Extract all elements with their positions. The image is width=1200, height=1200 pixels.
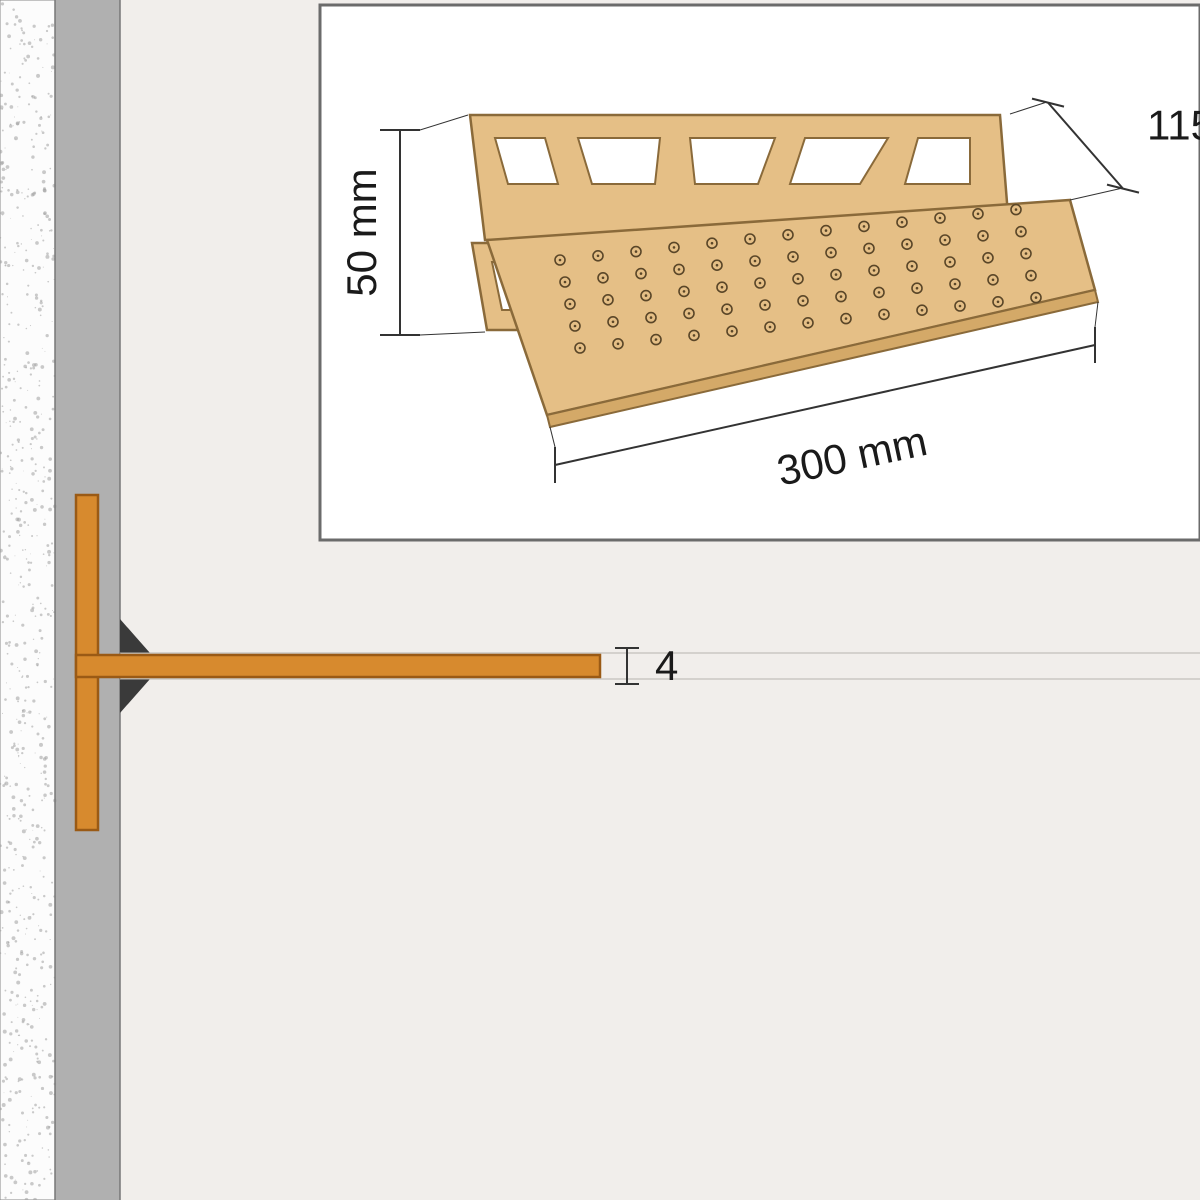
- wall-substrate: [0, 0, 57, 1200]
- depth-dimension: 115: [1147, 102, 1200, 149]
- flange-cutout-1: [578, 138, 660, 184]
- height-dimension: 50 mm: [338, 168, 385, 296]
- thickness-dimension: 4: [655, 642, 678, 689]
